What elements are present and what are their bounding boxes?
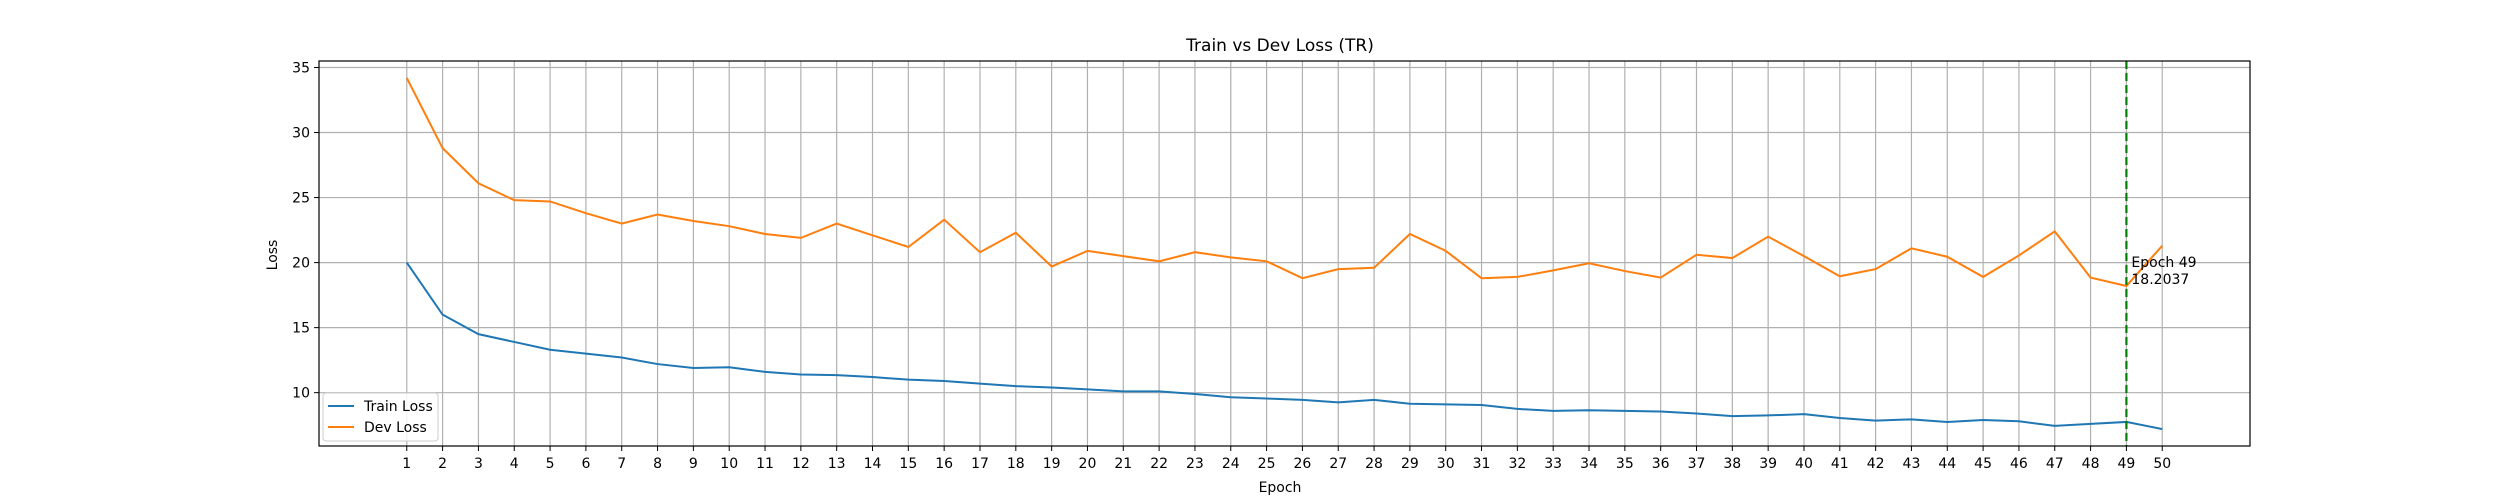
y-tick-label: 30: [292, 126, 310, 142]
x-tick-label: 42: [1867, 456, 1885, 472]
x-tick-label: 27: [1329, 456, 1347, 472]
x-tick-label: 28: [1365, 456, 1383, 472]
x-tick-label: 44: [1938, 456, 1956, 472]
x-tick-label: 13: [828, 456, 846, 472]
grid: [319, 61, 2250, 446]
train-loss-legend-label: Train Loss: [363, 399, 433, 415]
x-tick-label: 37: [1688, 456, 1706, 472]
x-tick-label: 40: [1795, 456, 1813, 472]
y-tick-label: 35: [292, 61, 310, 77]
x-tick-label: 33: [1544, 456, 1562, 472]
x-tick-label: 8: [653, 456, 662, 472]
x-tick-label: 4: [510, 456, 519, 472]
legend: Train Loss Dev Loss: [322, 392, 439, 442]
x-tick-label: 26: [1293, 456, 1311, 472]
dev-loss-legend-label: Dev Loss: [364, 420, 427, 436]
x-tick-label: 2: [438, 456, 447, 472]
x-tick-label: 49: [2117, 456, 2135, 472]
x-tick-label: 15: [899, 456, 917, 472]
x-tick-label: 43: [1903, 456, 1921, 472]
x-tick-label: 5: [546, 456, 555, 472]
y-axis-label: Loss: [265, 240, 281, 271]
x-tick-label: 36: [1652, 456, 1670, 472]
x-tick-label: 3: [474, 456, 483, 472]
x-tick-label: 25: [1258, 456, 1276, 472]
y-tick-label: 10: [292, 386, 310, 402]
x-tick-label: 32: [1508, 456, 1526, 472]
x-tick-label: 11: [756, 456, 774, 472]
x-tick-label: 34: [1580, 456, 1598, 472]
x-tick-label: 48: [2082, 456, 2100, 472]
x-tick-label: 9: [689, 456, 698, 472]
plot-frame: [318, 60, 2251, 447]
x-tick-label: 24: [1222, 456, 1240, 472]
x-tick-label: 39: [1759, 456, 1777, 472]
chart-title: Train vs Dev Loss (TR): [1185, 36, 1374, 56]
x-tick-label: 50: [2153, 456, 2171, 472]
x-tick-label: 7: [617, 456, 626, 472]
y-tick-label: 25: [292, 191, 310, 207]
x-tick-label: 30: [1437, 456, 1455, 472]
x-tick-label: 35: [1616, 456, 1634, 472]
x-tick-label: 21: [1114, 456, 1132, 472]
x-tick-label: 18: [1007, 456, 1025, 472]
dev-loss-line: [405, 77, 2163, 288]
x-tick-label: 19: [1043, 456, 1061, 472]
y-tick-label: 20: [292, 256, 310, 272]
x-tick-label: 46: [2010, 456, 2028, 472]
y-tick-label: 15: [292, 321, 310, 337]
x-tick-label: 23: [1186, 456, 1204, 472]
x-axis-label: Epoch: [1259, 480, 1302, 496]
x-tick-label: 31: [1473, 456, 1491, 472]
axis-ticks: 1 2 3 4 5 6 7 8 9 10 11 12 13 14 15 16 17 18 19 20 21 22 23 24 2…: [292, 61, 2171, 472]
x-tick-label: 22: [1150, 456, 1168, 472]
annotation-label-epoch: Epoch 49: [2131, 255, 2196, 271]
x-tick-label: 12: [792, 456, 810, 472]
x-tick-label: 17: [971, 456, 989, 472]
x-tick-label: 1: [402, 456, 411, 472]
x-tick-label: 6: [581, 456, 590, 472]
x-tick-label: 47: [2046, 456, 2064, 472]
x-tick-label: 45: [1974, 456, 1992, 472]
annotation-label-value: 18.2037: [2131, 272, 2189, 288]
x-tick-label: 14: [864, 456, 882, 472]
x-tick-label: 10: [720, 456, 738, 472]
series-lines: [405, 77, 2163, 431]
x-tick-label: 29: [1401, 456, 1419, 472]
train-loss-line: [405, 262, 2163, 431]
x-tick-label: 20: [1079, 456, 1097, 472]
x-tick-label: 38: [1723, 456, 1741, 472]
x-tick-label: 41: [1831, 456, 1849, 472]
x-tick-label: 16: [935, 456, 953, 472]
